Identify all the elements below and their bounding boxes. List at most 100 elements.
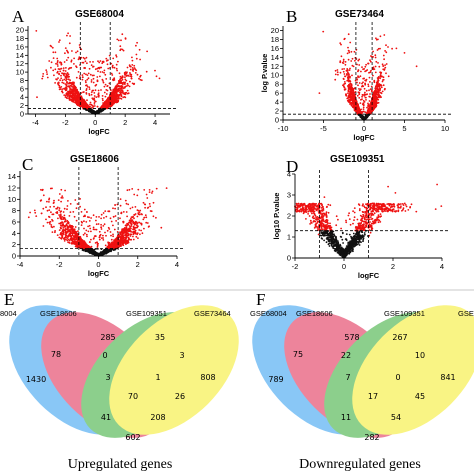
y-tick-label: 0 bbox=[20, 110, 24, 119]
data-point bbox=[88, 67, 91, 70]
data-point bbox=[155, 75, 158, 78]
data-point bbox=[52, 69, 55, 72]
x-tick-label: -4 bbox=[32, 118, 39, 127]
data-point bbox=[339, 60, 342, 62]
data-point bbox=[368, 71, 370, 74]
data-point bbox=[94, 68, 97, 71]
data-point bbox=[349, 102, 352, 104]
data-point bbox=[133, 83, 135, 86]
data-point bbox=[67, 56, 70, 59]
data-point bbox=[57, 83, 60, 86]
data-point bbox=[102, 225, 105, 227]
x-tick-label: 10 bbox=[441, 124, 449, 133]
data-point bbox=[380, 84, 383, 87]
data-point bbox=[103, 69, 106, 72]
data-point bbox=[98, 109, 101, 112]
data-point bbox=[64, 89, 67, 92]
data-point bbox=[372, 91, 375, 94]
data-point bbox=[391, 47, 393, 50]
data-point bbox=[62, 82, 65, 84]
data-point bbox=[364, 117, 366, 119]
data-point bbox=[118, 72, 121, 75]
y-tick-label: 6 bbox=[275, 89, 279, 98]
data-point bbox=[42, 75, 44, 78]
data-point bbox=[379, 88, 381, 91]
data-point bbox=[380, 86, 383, 89]
data-point bbox=[358, 58, 361, 61]
data-point bbox=[352, 99, 354, 102]
data-point bbox=[344, 61, 347, 63]
data-point bbox=[136, 73, 139, 76]
data-point bbox=[126, 71, 128, 74]
data-point bbox=[42, 207, 45, 210]
data-point bbox=[137, 237, 139, 240]
data-point bbox=[63, 94, 66, 96]
x-tick-label: -5 bbox=[320, 124, 327, 133]
data-point bbox=[81, 78, 84, 81]
x-tick-label: 0 bbox=[93, 118, 97, 127]
data-point bbox=[119, 75, 122, 78]
data-point bbox=[83, 104, 86, 107]
data-point bbox=[99, 71, 102, 73]
data-point bbox=[96, 76, 99, 78]
data-point bbox=[104, 73, 107, 76]
data-point bbox=[107, 59, 109, 61]
data-point bbox=[74, 101, 77, 104]
data-point bbox=[361, 95, 363, 98]
data-point bbox=[102, 80, 104, 82]
data-point bbox=[380, 71, 383, 74]
data-point bbox=[374, 56, 377, 59]
data-point bbox=[104, 95, 107, 98]
data-point bbox=[68, 42, 71, 45]
data-point bbox=[356, 78, 359, 81]
data-point bbox=[385, 44, 387, 47]
data-point bbox=[74, 90, 77, 93]
data-point bbox=[93, 103, 96, 105]
data-point bbox=[89, 101, 92, 104]
data-point bbox=[104, 210, 107, 213]
data-point bbox=[382, 65, 384, 67]
data-point bbox=[61, 81, 64, 84]
data-point bbox=[362, 85, 365, 88]
data-point bbox=[351, 93, 354, 96]
data-point bbox=[60, 90, 63, 93]
data-point bbox=[67, 51, 69, 54]
data-point bbox=[67, 32, 69, 35]
data-point bbox=[57, 81, 60, 84]
data-point bbox=[367, 102, 369, 105]
data-point bbox=[124, 86, 126, 88]
data-point bbox=[92, 61, 94, 63]
x-tick-label: -2 bbox=[62, 118, 69, 127]
data-point bbox=[84, 67, 86, 70]
data-point bbox=[66, 208, 68, 211]
data-point bbox=[112, 102, 115, 105]
data-point bbox=[375, 99, 378, 102]
data-point bbox=[90, 93, 93, 96]
data-point bbox=[102, 81, 105, 84]
data-point bbox=[387, 46, 389, 48]
data-point bbox=[381, 80, 384, 83]
data-point bbox=[318, 92, 321, 94]
data-point bbox=[115, 54, 117, 57]
data-point bbox=[95, 83, 98, 86]
data-point bbox=[364, 70, 366, 73]
data-point bbox=[46, 221, 49, 224]
data-point bbox=[48, 60, 51, 62]
data-point bbox=[81, 76, 84, 78]
data-point bbox=[60, 74, 62, 77]
data-point bbox=[349, 41, 352, 44]
data-point bbox=[52, 202, 55, 205]
data-point bbox=[368, 108, 371, 110]
data-point bbox=[359, 102, 362, 104]
data-point bbox=[88, 224, 91, 227]
data-point bbox=[373, 99, 375, 102]
data-point bbox=[340, 55, 343, 58]
data-point bbox=[69, 98, 72, 100]
data-point bbox=[71, 95, 74, 98]
data-point bbox=[121, 89, 124, 92]
data-point bbox=[67, 85, 70, 88]
data-point bbox=[351, 64, 354, 67]
data-point bbox=[105, 57, 108, 60]
data-point bbox=[374, 96, 377, 99]
data-point bbox=[377, 98, 380, 101]
